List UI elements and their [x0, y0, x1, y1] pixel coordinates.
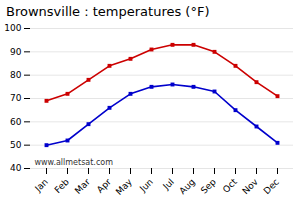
svg-text:Jun: Jun — [137, 177, 155, 195]
svg-text:Mar: Mar — [73, 176, 92, 195]
svg-text:60: 60 — [10, 117, 22, 127]
svg-text:100: 100 — [4, 23, 21, 33]
svg-text:Jan: Jan — [32, 177, 50, 195]
svg-text:50: 50 — [10, 140, 22, 150]
svg-text:Dec: Dec — [262, 177, 281, 196]
svg-text:Feb: Feb — [53, 177, 72, 196]
svg-text:70: 70 — [10, 93, 22, 103]
svg-text:Jul: Jul — [160, 177, 175, 192]
html-text:Brownsville : temperatures (°F: Brownsville : temperatures (°F) — [6, 4, 210, 19]
svg-text:Aug: Aug — [177, 177, 197, 197]
svg-text:www.allmetsat.com: www.allmetsat.com — [35, 158, 114, 167]
svg-text:May: May — [114, 176, 135, 197]
svg-text:80: 80 — [10, 70, 22, 80]
svg-text:Nov: Nov — [240, 176, 260, 196]
svg-text:40: 40 — [10, 163, 22, 173]
svg-text:Sep: Sep — [199, 177, 218, 196]
svg-text:Oct: Oct — [221, 176, 239, 194]
svg-text:90: 90 — [10, 47, 22, 57]
svg-text:Apr: Apr — [95, 177, 113, 195]
